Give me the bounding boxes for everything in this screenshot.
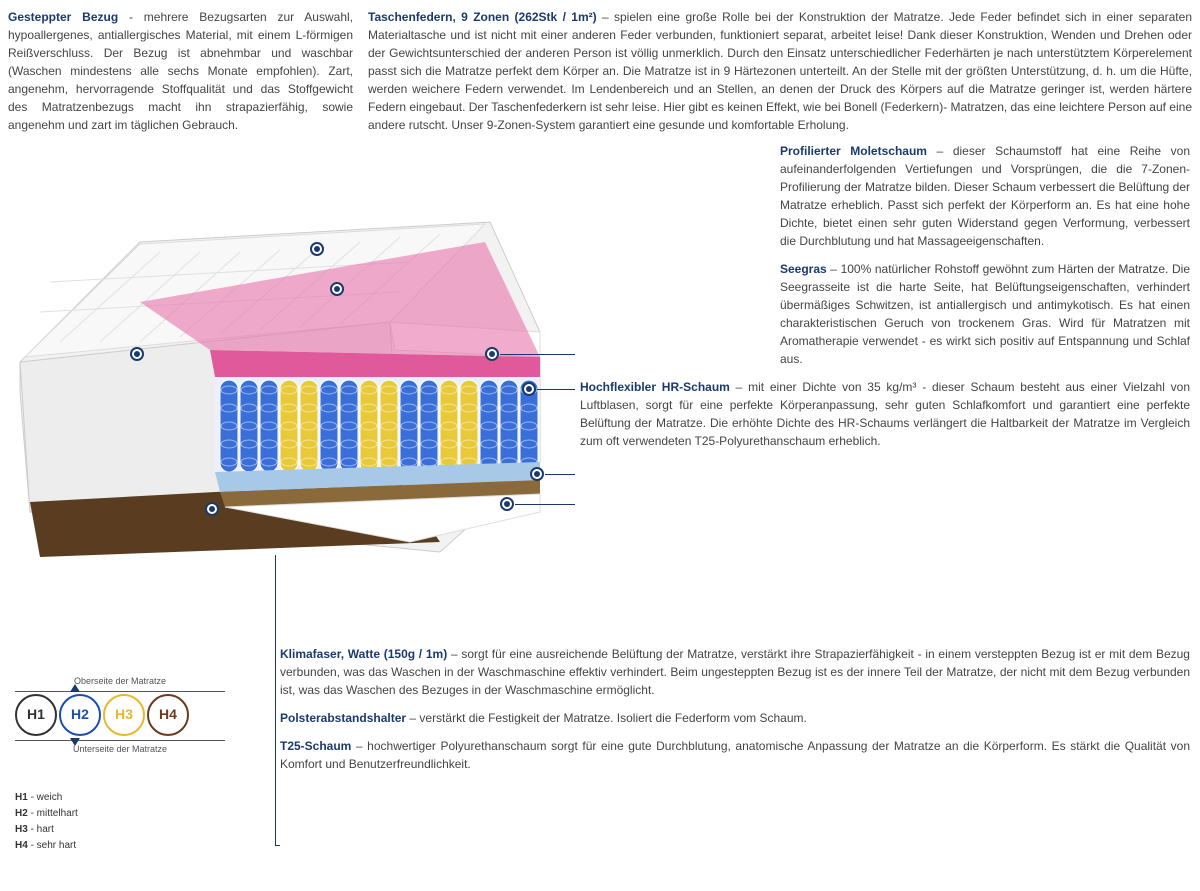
klimafaser-block: Klimafaser, Watte (150g / 1m) – sorgt fü… <box>280 645 1190 699</box>
legend-bottom-label: Unterseite der Matratze <box>15 743 225 757</box>
legend-divider <box>15 691 225 692</box>
callout-dot-icon <box>500 497 514 511</box>
hardness-circle: H2 <box>59 694 101 736</box>
t25-block: T25-Schaum – hochwertiger Polyurethansch… <box>280 737 1190 773</box>
hardness-row: H3 - hart <box>15 822 78 837</box>
arrow-up-icon <box>70 684 80 692</box>
hardness-row: H4 - sehr hart <box>15 838 78 853</box>
callout-line <box>515 504 575 505</box>
callout-dot-icon <box>485 347 499 361</box>
callout-line <box>275 555 276 845</box>
bottom-feature-blocks: Klimafaser, Watte (150g / 1m) – sorgt fü… <box>280 645 1190 783</box>
callout-dot-icon <box>205 502 219 516</box>
arrow-down-icon <box>70 738 80 746</box>
molet-foam-block: Profilierter Moletschaum – dieser Schaum… <box>580 142 1190 250</box>
legend-divider <box>15 740 225 741</box>
legend-top-label: Oberseite der Matratze <box>15 675 225 689</box>
hardness-circles: H1H2H3H4 <box>15 694 225 736</box>
quilted-cover-block: Gesteppter Bezug - mehrere Bezugsarten z… <box>8 8 368 134</box>
hardness-circle: H3 <box>103 694 145 736</box>
callout-dot-icon <box>130 347 144 361</box>
callout-dot-icon <box>530 467 544 481</box>
pocket-springs-text: – spielen eine große Rolle bei der Konst… <box>368 10 1192 132</box>
callout-line <box>537 389 575 390</box>
callout-dot-icon <box>522 382 536 396</box>
molet-title: Profilierter Moletschaum <box>780 144 927 158</box>
hardness-row: H2 - mittelhart <box>15 806 78 821</box>
quilted-cover-text: - mehrere Bezugsarten zur Auswahl, hypoa… <box>8 10 353 132</box>
pocket-springs-block: Taschenfedern, 9 Zonen (262Stk / 1m²) – … <box>368 8 1192 134</box>
diagram-area: Profilierter Moletschaum – dieser Schaum… <box>0 142 1200 602</box>
callout-line <box>545 474 575 475</box>
seegras-text: – 100% natürlicher Rohstoff gewöhnt zum … <box>780 262 1190 366</box>
hardness-legend: Oberseite der Matratze H1H2H3H4 Untersei… <box>15 675 225 756</box>
callout-dot-icon <box>330 282 344 296</box>
top-text-row: Gesteppter Bezug - mehrere Bezugsarten z… <box>0 0 1200 142</box>
quilted-cover-title: Gesteppter Bezug <box>8 10 118 24</box>
polster-text: – verstärkt die Festigkeit der Matratze.… <box>406 711 807 725</box>
t25-title: T25-Schaum <box>280 739 351 753</box>
hr-title: Hochflexibler HR-Schaum <box>580 380 730 394</box>
hardness-circle: H4 <box>147 694 189 736</box>
callout-line <box>275 845 280 846</box>
callout-line <box>500 354 575 355</box>
polster-title: Polsterabstandshalter <box>280 711 406 725</box>
polster-block: Polsterabstandshalter – verstärkt die Fe… <box>280 709 1190 727</box>
hr-foam-block: Hochflexibler HR-Schaum – mit einer Dich… <box>580 378 1190 450</box>
klima-title: Klimafaser, Watte (150g / 1m) <box>280 647 447 661</box>
pocket-springs-title: Taschenfedern, 9 Zonen (262Stk / 1m²) <box>368 10 597 24</box>
hardness-row: H1 - weich <box>15 790 78 805</box>
seegras-title: Seegras <box>780 262 827 276</box>
seegras-block: Seegras – 100% natürlicher Rohstoff gewö… <box>580 260 1190 368</box>
callout-dot-icon <box>310 242 324 256</box>
hardness-circle: H1 <box>15 694 57 736</box>
hardness-definitions: H1 - weichH2 - mittelhartH3 - hartH4 - s… <box>15 790 78 854</box>
right-feature-blocks: Profilierter Moletschaum – dieser Schaum… <box>580 142 1190 460</box>
t25-text: – hochwertiger Polyurethanschaum sorgt f… <box>280 739 1190 771</box>
mattress-cutaway-illustration <box>10 162 570 582</box>
molet-text: – dieser Schaumstoff hat eine Reihe von … <box>780 144 1190 248</box>
